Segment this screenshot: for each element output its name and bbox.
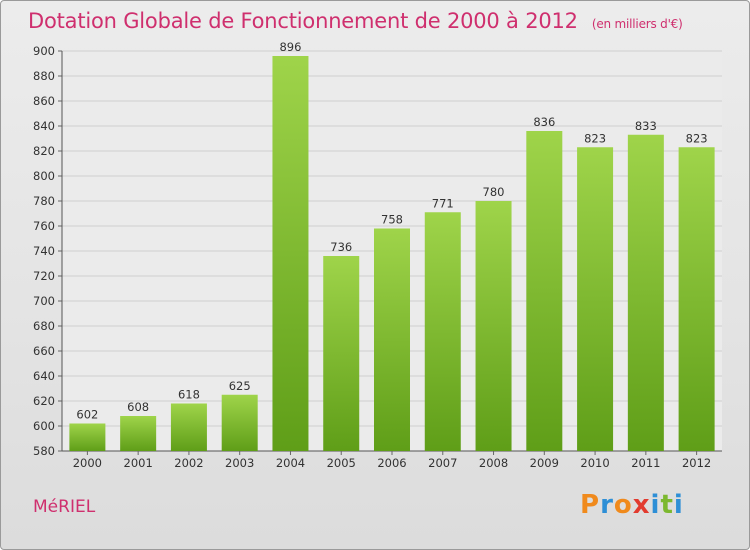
bar — [374, 228, 410, 451]
x-tick-label: 2011 — [631, 456, 660, 470]
x-tick-label: 2008 — [479, 456, 508, 470]
bar — [577, 147, 614, 451]
bar — [627, 134, 664, 451]
y-tick-label: 840 — [33, 119, 55, 133]
y-tick-label: 600 — [33, 419, 55, 433]
x-tick-label: 2005 — [327, 456, 356, 470]
logo-letter: r — [600, 490, 614, 520]
logo-letter: t — [660, 490, 674, 520]
y-tick-label: 660 — [33, 344, 55, 358]
y-tick-label: 580 — [33, 444, 55, 458]
x-tick-label: 2009 — [530, 456, 559, 470]
y-tick-label: 860 — [33, 94, 55, 108]
bar — [120, 416, 157, 451]
chart-title-text: Dotation Globale de Fonctionnement de 20… — [28, 9, 578, 33]
y-tick-label: 640 — [33, 369, 55, 383]
x-tick-label: 2007 — [428, 456, 457, 470]
bar-value-label: 823 — [584, 131, 606, 145]
x-tick-label: 2010 — [580, 456, 609, 470]
y-tick-label: 820 — [33, 144, 55, 158]
bar — [323, 256, 360, 451]
bar — [170, 403, 207, 451]
bar — [272, 56, 309, 451]
bar-value-label: 618 — [178, 388, 200, 402]
logo-letter: x — [632, 490, 651, 520]
y-tick-label: 900 — [33, 44, 55, 58]
y-tick-label: 880 — [33, 69, 55, 83]
bar-value-label: 602 — [76, 408, 98, 422]
bar-value-label: 608 — [127, 400, 149, 414]
y-tick-label: 780 — [33, 194, 55, 208]
logo-letter: o — [613, 490, 633, 520]
logo-letter: i — [673, 490, 684, 520]
x-tick-label: 2002 — [174, 456, 203, 470]
bar — [424, 212, 461, 451]
x-tick-label: 2006 — [377, 456, 406, 470]
x-tick-label: 2003 — [225, 456, 254, 470]
y-tick-label: 760 — [33, 219, 55, 233]
y-tick-label: 620 — [33, 394, 55, 408]
bar-value-label: 823 — [686, 131, 708, 145]
chart-title: Dotation Globale de Fonctionnement de 20… — [28, 9, 683, 33]
bar-value-label: 758 — [381, 213, 403, 227]
bar-value-label: 780 — [483, 185, 505, 199]
bar — [678, 147, 715, 451]
bar-value-label: 625 — [229, 379, 251, 393]
y-tick-label: 720 — [33, 269, 55, 283]
logo-letter: i — [650, 490, 661, 520]
bar — [475, 201, 512, 451]
bar-value-label: 836 — [533, 115, 555, 129]
x-tick-label: 2012 — [682, 456, 711, 470]
commune-name: MéRIEL — [33, 497, 96, 517]
x-tick-label: 2000 — [73, 456, 102, 470]
proxiti-logo: Proxiti — [580, 490, 684, 520]
bar-value-label: 833 — [635, 119, 657, 133]
bar — [526, 131, 563, 451]
y-tick-label: 740 — [33, 244, 55, 258]
bar — [69, 423, 106, 451]
y-tick-label: 800 — [33, 169, 55, 183]
x-tick-label: 2001 — [124, 456, 153, 470]
y-tick-label: 680 — [33, 319, 55, 333]
bar-value-label: 771 — [432, 196, 454, 210]
y-tick-label: 700 — [33, 294, 55, 308]
x-tick-label: 2004 — [276, 456, 305, 470]
bar-value-label: 736 — [330, 240, 352, 254]
bar — [221, 394, 258, 451]
chart-subtitle: (en milliers d'€) — [591, 17, 683, 31]
logo-letter: P — [580, 490, 601, 520]
bar-value-label: 896 — [279, 40, 301, 54]
